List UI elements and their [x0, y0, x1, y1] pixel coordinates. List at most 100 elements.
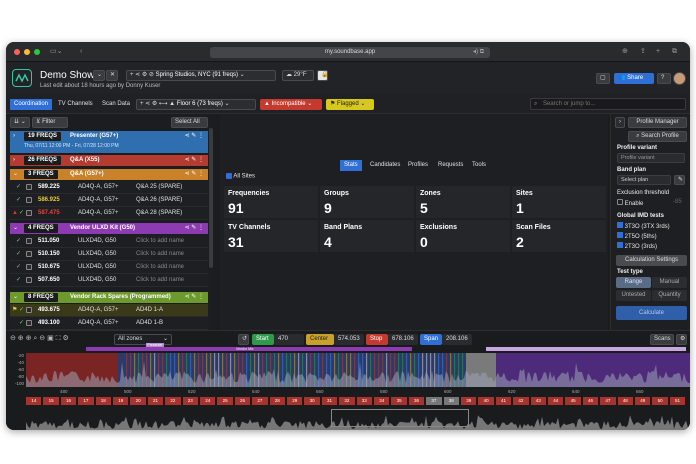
tv-channel-cell[interactable]: 39 [461, 397, 478, 405]
sidebar-icon[interactable]: ▭⌄ [50, 48, 63, 55]
chevron-right-icon[interactable]: › [13, 157, 15, 163]
spectrum-toolbar-icons[interactable]: ⊖ ⊕ ⊕ ⌕ ⊖ ▣ ⛶ ⚙ [10, 335, 69, 342]
enable-exclusion-toggle[interactable]: Enable [617, 199, 643, 207]
chevron-down-icon[interactable]: ⌄ [13, 171, 19, 177]
imd-checkbox[interactable] [617, 242, 623, 248]
avatar[interactable] [673, 72, 686, 85]
group-actions-icons[interactable]: ⋖ ✎ ⋮ [184, 133, 204, 139]
channel-name[interactable]: AD4D 1-B [136, 320, 164, 326]
freq-row[interactable]: ⚑ ✓ 493.675 AD4Q-A, G57+ AD4D 1-A [10, 304, 208, 317]
calculate-button[interactable]: Calculate [616, 306, 687, 320]
tab-requests[interactable]: Requests [438, 162, 464, 168]
tv-channel-cell[interactable]: 18 [95, 397, 112, 405]
tab-stats[interactable]: Stats [340, 160, 362, 171]
group-header-qa-x55[interactable]: › 26 FREQS Q&A (X55) ⋖ ✎ ⋮ [10, 155, 208, 166]
all-sites-checkbox[interactable] [226, 173, 232, 179]
manual-option[interactable]: Manual [652, 277, 687, 288]
imd-test-2t3o[interactable]: 2T3O (3rds) [617, 242, 657, 250]
tabs-overview-icon[interactable]: ⧉ [672, 48, 677, 55]
profile-manager-button[interactable]: Profile Manager [628, 117, 687, 128]
incompatible-filter[interactable]: ▲ Incompatible ⌄ [260, 99, 322, 110]
search-input[interactable]: ⌕ Search or jump to... [530, 98, 686, 110]
share-button[interactable]: 👥 Share [614, 73, 654, 84]
channel-name[interactable]: Q&A 26 (SPARE) [136, 197, 183, 203]
scans-button[interactable]: Scans [650, 334, 674, 345]
calculation-settings-button[interactable]: Calculation Settings [616, 255, 687, 266]
tv-channel-cell[interactable]: 48 [617, 397, 634, 405]
center-value[interactable]: 574.053 [334, 334, 364, 345]
tv-channel-cell[interactable]: 50 [652, 397, 669, 405]
tv-channel-cell[interactable]: 40 [478, 397, 495, 405]
close-show-button[interactable]: ✕ [106, 70, 118, 81]
help-icon[interactable]: ? [657, 73, 671, 84]
add-icon[interactable]: + [130, 72, 136, 78]
app-logo[interactable] [12, 69, 32, 87]
close-window-button[interactable] [14, 49, 20, 55]
channel-name[interactable]: Q&A 28 (SPARE) [136, 210, 183, 216]
zoom-window-button[interactable] [34, 49, 40, 55]
tv-channel-cell[interactable]: 43 [530, 397, 547, 405]
channel-name[interactable]: AD4D 1-A [136, 307, 164, 313]
tv-channel-cell[interactable]: 32 [339, 397, 356, 405]
imd-checkbox[interactable] [617, 222, 623, 228]
tv-channel-cell[interactable]: 22 [165, 397, 182, 405]
tab-tools[interactable]: Tools [472, 162, 487, 168]
band-secondary[interactable] [486, 347, 686, 351]
overview-viewport-handle[interactable] [331, 409, 469, 427]
group-actions-icons[interactable]: ⋖ ✎ ⋮ [184, 294, 204, 300]
tv-channel-cell[interactable]: 33 [356, 397, 373, 405]
show-title[interactable]: Demo Show [40, 70, 95, 81]
channel-name[interactable]: Click to add name [136, 277, 185, 283]
tv-channel-cell[interactable]: 45 [565, 397, 582, 405]
imd-checkbox[interactable] [617, 232, 623, 238]
freq-row[interactable]: ✓ 493.100 AD4Q-A, G57+ AD4D 1-B [10, 317, 208, 330]
row-checkbox[interactable] [26, 210, 32, 216]
tv-channel-cell[interactable]: 23 [182, 397, 199, 405]
search-profile-button[interactable]: ⌕ Search Profile [628, 131, 687, 142]
start-value[interactable]: 470 [274, 334, 304, 345]
profile-variant-select[interactable]: Profile variant [617, 153, 685, 163]
row-checkbox[interactable] [26, 307, 32, 313]
band-plan-select[interactable]: Select plan [617, 175, 671, 185]
chevron-down-icon[interactable]: ⌄ [13, 294, 19, 300]
tv-channel-cell[interactable]: 27 [252, 397, 269, 405]
comment-icon[interactable]: ▢ [596, 73, 610, 84]
group-header-vendor-ulxd[interactable]: ⌄ 4 FREQS Vendor ULXD Kit (G50) ⋖ ✎ ⋮ [10, 223, 208, 234]
freq-row[interactable]: ✓ 507.650 ULXD4D, G50 Click to add name [10, 274, 208, 287]
group-header-presenter[interactable]: › 19 FREQS Presenter (G57+) Thu, 07/11 1… [10, 131, 208, 153]
list-scrollbar[interactable] [209, 128, 213, 268]
tv-channel-cell[interactable]: 14 [26, 397, 43, 405]
tv-channel-cell[interactable]: 42 [513, 397, 530, 405]
tv-channel-cell[interactable]: 47 [600, 397, 617, 405]
tv-channel-cell[interactable]: 46 [582, 397, 600, 405]
tv-channel-cell[interactable]: 41 [495, 397, 513, 405]
freq-row[interactable]: ✓ 511.050 ULXD4D, G50 Click to add name [10, 235, 208, 248]
freq-row[interactable]: ✓ 510.675 ULXD4D, G50 Click to add name [10, 261, 208, 274]
new-tab-icon[interactable]: + [656, 48, 661, 55]
freq-row[interactable]: ✓ 510.150 ULXD4D, G50 Click to add name [10, 248, 208, 261]
tab-candidates[interactable]: Candidates [370, 162, 401, 168]
freq-row[interactable]: ✓ 586.925 AD4Q-A, G57+ Q&A 26 (SPARE) [10, 194, 208, 207]
address-bar[interactable]: my.soundbase.app ◂) ⧉ [210, 47, 490, 58]
share-icon[interactable]: ⇪ [640, 48, 646, 55]
tv-channel-cell[interactable]: 38 [443, 397, 460, 405]
group-actions-icons[interactable]: ⋖ ✎ ⋮ [184, 171, 204, 177]
overview-scan-plot[interactable] [26, 407, 690, 430]
channel-name[interactable]: Q&A 25 (SPARE) [136, 184, 183, 190]
zones-select[interactable]: All zones ⌄ [114, 334, 172, 345]
row-checkbox[interactable] [26, 251, 32, 257]
row-checkbox[interactable] [26, 184, 32, 190]
group-actions-icons[interactable]: ⋖ ✎ ⋮ [184, 225, 204, 231]
tv-channel-cell[interactable]: 26 [234, 397, 252, 405]
group-header-vendor-spares[interactable]: ⌄ 8 FREQS Vendor Rack Spares (Programmed… [10, 292, 208, 303]
all-sites-toggle[interactable]: All Sites [226, 173, 255, 180]
hide-icon[interactable]: ⊘ [148, 72, 156, 78]
edit-band-plan-icon[interactable]: ✎ [674, 175, 685, 185]
audio-icon[interactable]: ◂) ⧉ [473, 49, 484, 55]
tv-channel-cell[interactable]: 34 [374, 397, 391, 405]
chevron-down-icon[interactable]: ⌄ [13, 225, 19, 231]
untested-option[interactable]: Untested [616, 290, 651, 301]
tv-channel-cell[interactable]: 36 [408, 397, 426, 405]
quantity-option[interactable]: Quantity [652, 290, 687, 301]
tv-channel-cell[interactable]: 37 [426, 397, 443, 405]
